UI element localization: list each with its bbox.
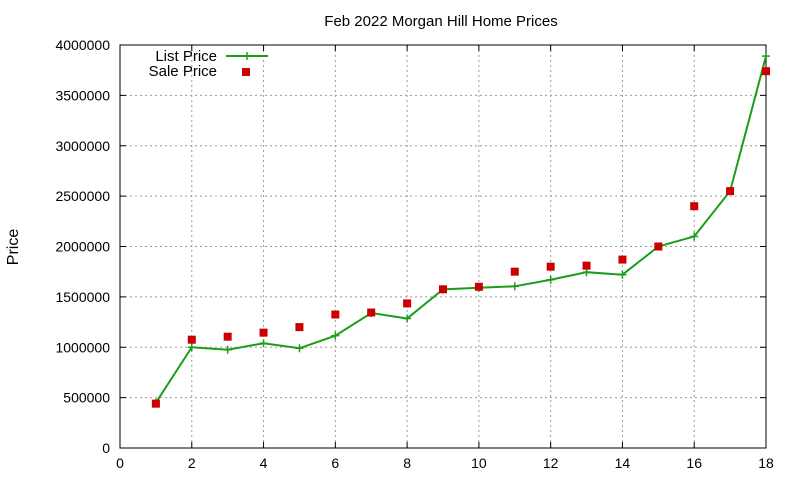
sale-price-point: [331, 310, 340, 319]
list-price-point: [187, 343, 196, 352]
series-list-price: [151, 52, 770, 407]
series-sale-price: [151, 67, 770, 408]
list-price-point: [690, 232, 699, 241]
x-tick-labels: 0 2 4 6 8 10 12 14 16 18: [116, 455, 774, 471]
x-tick-label: 14: [615, 455, 631, 471]
list-price-point: [762, 52, 770, 61]
x-tick-label: 10: [471, 455, 487, 471]
legend-marker: [242, 68, 250, 76]
list-price-point: [546, 275, 555, 284]
x-tick-label: 2: [188, 455, 196, 471]
sale-price-point: [510, 267, 519, 276]
sale-price-point: [367, 308, 376, 317]
y-tick-label: 2000000: [55, 239, 110, 255]
chart-title: Feb 2022 Morgan Hill Home Prices: [324, 13, 557, 30]
sale-price-point: [474, 282, 483, 291]
y-tick-label: 1500000: [55, 289, 110, 305]
sale-price-point: [654, 242, 663, 251]
axis-ticks: [119, 44, 767, 449]
sale-price-point: [151, 399, 160, 408]
sale-price-point: [618, 255, 627, 264]
y-tick-label: 0: [102, 440, 110, 456]
sale-price-point: [439, 285, 447, 294]
x-tick-label: 18: [758, 455, 774, 471]
y-tick-label: 3000000: [55, 138, 110, 154]
y-tick-label: 1000000: [55, 339, 110, 355]
sale-price-point: [726, 187, 735, 196]
y-tick-label: 2500000: [55, 188, 110, 204]
x-tick-label: 8: [403, 455, 411, 471]
x-tick-label: 6: [331, 455, 339, 471]
sale-price-point: [223, 332, 232, 341]
list-price-point: [331, 331, 340, 340]
list-price-point: [223, 345, 232, 354]
y-tick-label: 3500000: [55, 87, 110, 103]
x-tick-label: 12: [543, 455, 559, 471]
list-price-line: [155, 55, 767, 404]
list-price-point: [618, 270, 627, 279]
grid-lines: [120, 45, 766, 448]
legend-label-list-price: List Price: [155, 48, 217, 65]
sale-price-point: [295, 323, 304, 332]
series-layer: [151, 52, 770, 408]
sale-price-point: [403, 299, 412, 308]
legend-swatch-sale-price: [242, 68, 250, 76]
x-tick-label: 16: [686, 455, 702, 471]
sale-price-point: [187, 335, 196, 344]
list-price-point: [259, 339, 268, 348]
list-price-point: [403, 314, 412, 323]
sale-price-point: [259, 328, 268, 337]
sale-price-point: [690, 202, 699, 211]
list-price-point: [510, 282, 519, 291]
legend: List Price Sale Price: [149, 48, 268, 80]
y-tick-labels: 0 500000 1000000 1500000 2000000 2500000 30000…: [55, 37, 110, 456]
y-tick-label: 500000: [63, 390, 110, 406]
list-price-point: [295, 344, 304, 353]
y-axis-title: Price: [5, 229, 22, 266]
x-tick-label: 0: [116, 455, 124, 471]
legend-label-sale-price: Sale Price: [149, 63, 217, 80]
sale-price-point: [762, 67, 770, 76]
y-tick-label: 4000000: [55, 37, 110, 53]
legend-swatch-list-price: [226, 52, 268, 60]
sale-price-point: [546, 262, 555, 271]
legend-marker: [243, 52, 251, 60]
x-tick-label: 4: [260, 455, 268, 471]
sale-price-point: [582, 261, 591, 270]
